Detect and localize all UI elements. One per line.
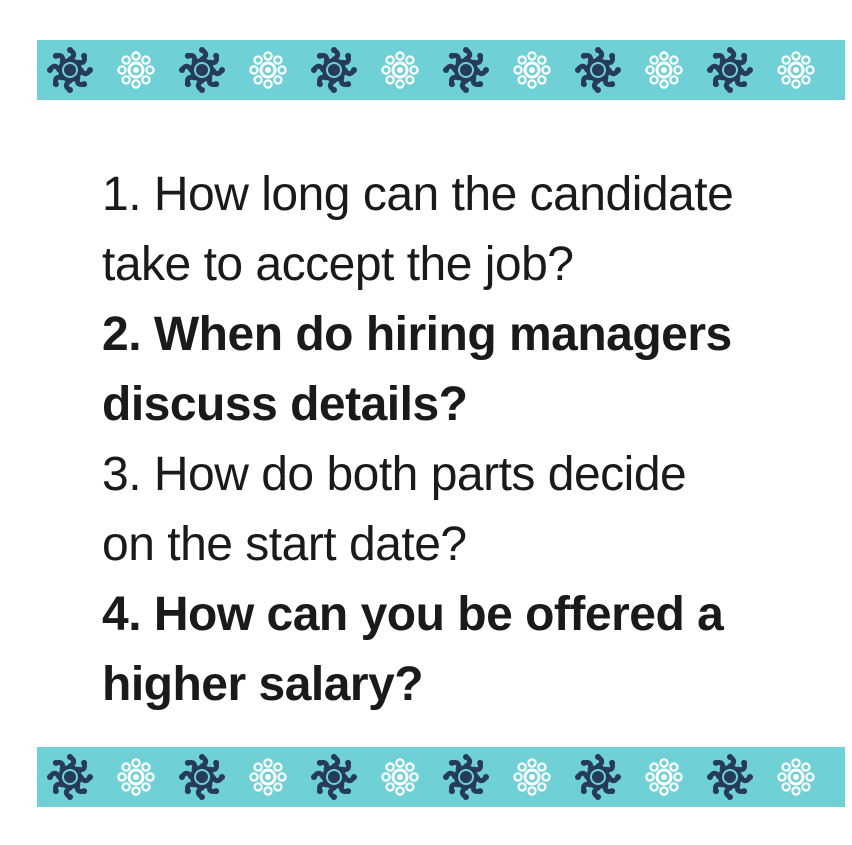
question-3: 3. How do both parts decide on the start… [102, 440, 822, 580]
question-2: 2. When do hiring managers discuss detai… [102, 300, 822, 440]
dark-sun-icon [443, 754, 489, 800]
light-sun-icon [117, 51, 155, 89]
dark-sun-icon [47, 47, 93, 93]
dark-sun-icon [707, 47, 753, 93]
top-sun-pattern [47, 47, 815, 93]
light-sun-icon [381, 758, 419, 796]
light-sun-icon [117, 758, 155, 796]
question-list: 1. How long can the candidate take to ac… [102, 160, 822, 720]
dark-sun-icon [575, 47, 621, 93]
light-sun-icon [645, 51, 683, 89]
question-4-line-1: 4. How can you be offered a [102, 588, 724, 641]
dark-sun-icon [443, 47, 489, 93]
light-sun-icon [513, 758, 551, 796]
light-sun-icon [381, 51, 419, 89]
light-sun-icon [249, 51, 287, 89]
top-decorative-border [37, 40, 845, 100]
question-2-line-2: discuss details? [102, 378, 468, 431]
dark-sun-icon [179, 754, 225, 800]
dark-sun-icon [47, 754, 93, 800]
question-4-line-2: higher salary? [102, 658, 424, 711]
question-3-line-2: on the start date? [102, 518, 467, 571]
bottom-decorative-border [37, 747, 845, 807]
dark-sun-icon [179, 47, 225, 93]
light-sun-icon [249, 758, 287, 796]
question-1: 1. How long can the candidate take to ac… [102, 160, 822, 300]
light-sun-icon [513, 51, 551, 89]
question-4: 4. How can you be offered a higher salar… [102, 580, 822, 720]
light-sun-icon [777, 51, 815, 89]
dark-sun-icon [575, 754, 621, 800]
dark-sun-icon [311, 47, 357, 93]
question-1-line-2: take to accept the job? [102, 238, 574, 291]
question-3-line-1: 3. How do both parts decide [102, 448, 687, 501]
dark-sun-icon [707, 754, 753, 800]
question-1-line-1: 1. How long can the candidate [102, 168, 734, 221]
bottom-sun-pattern [47, 754, 815, 800]
light-sun-icon [777, 758, 815, 796]
question-2-line-1: 2. When do hiring managers [102, 308, 732, 361]
dark-sun-icon [311, 754, 357, 800]
light-sun-icon [645, 758, 683, 796]
